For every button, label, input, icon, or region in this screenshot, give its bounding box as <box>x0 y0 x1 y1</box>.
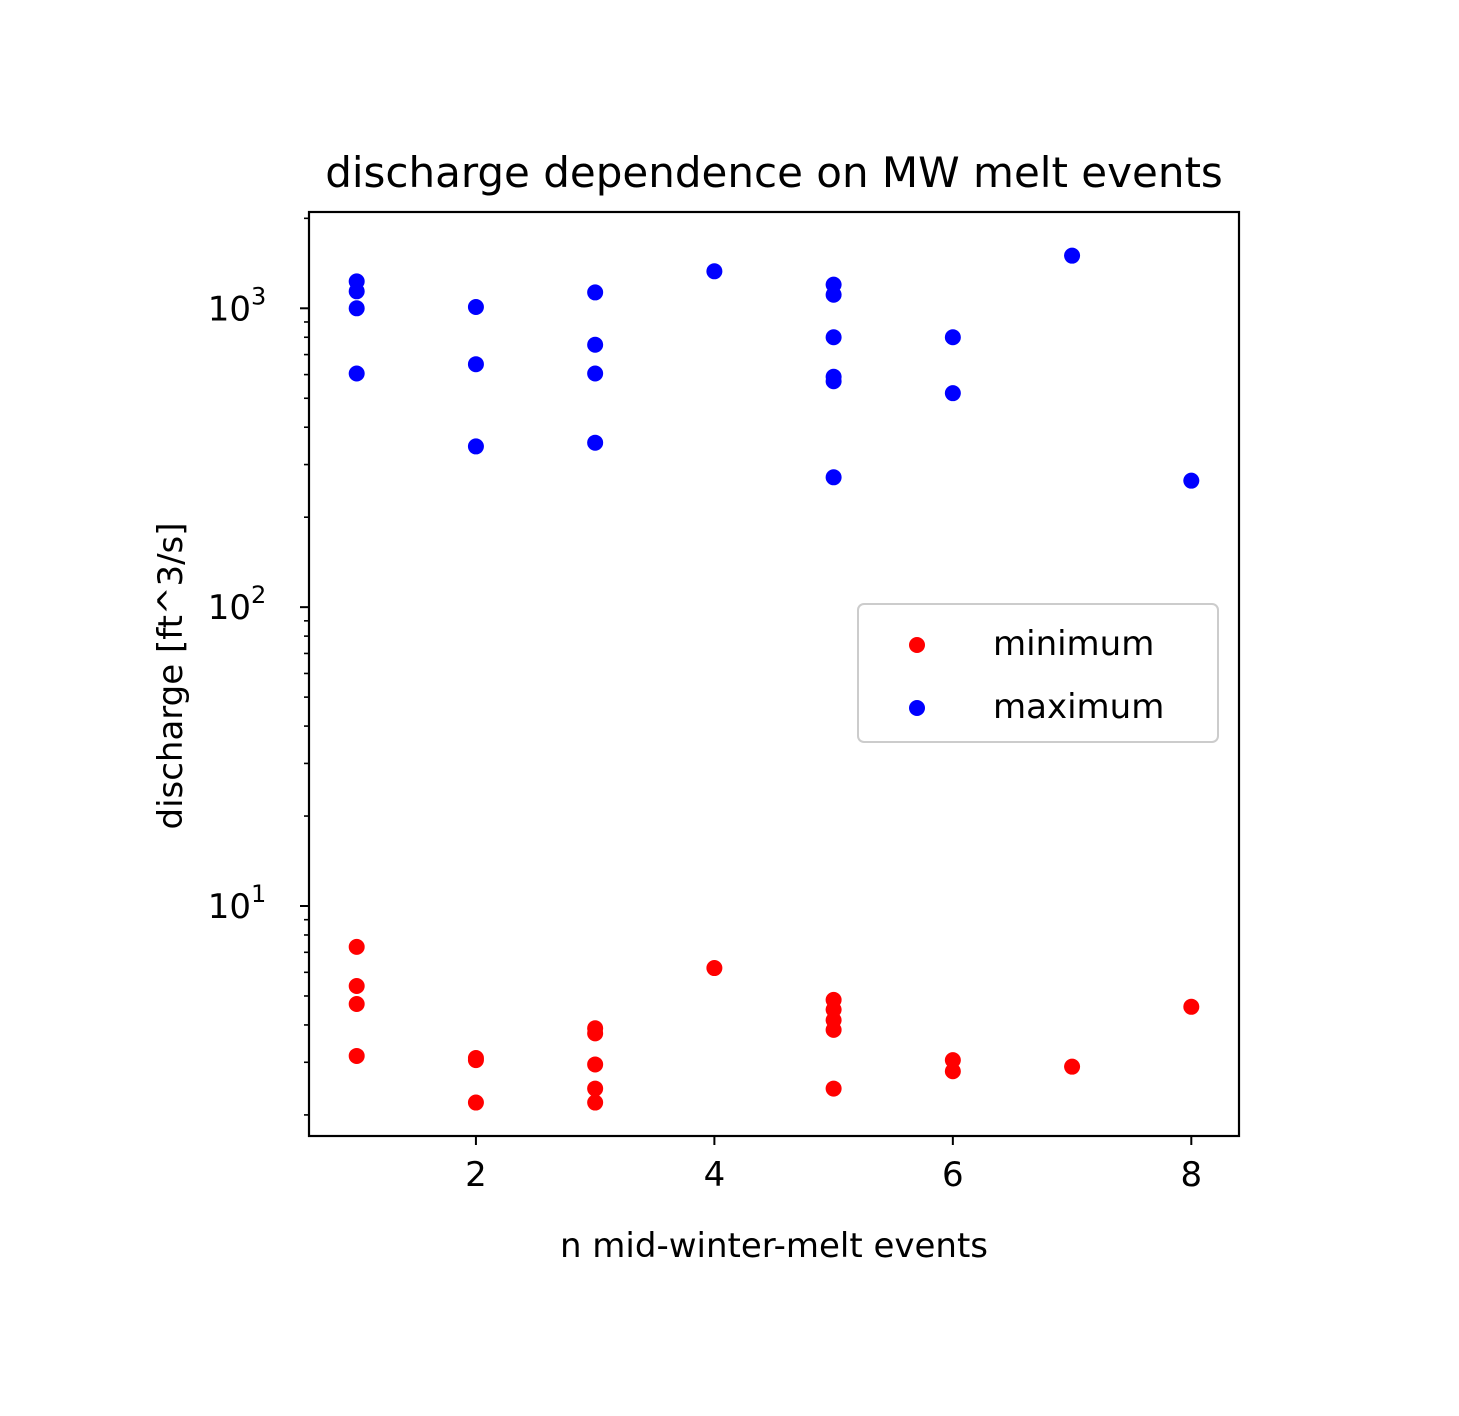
point-maximum <box>825 469 842 486</box>
point-minimum <box>467 1094 484 1111</box>
y-tick-label: 101 <box>208 880 267 927</box>
point-maximum <box>467 299 484 316</box>
data-points <box>348 247 1200 1111</box>
point-maximum <box>587 365 604 382</box>
point-maximum <box>706 263 723 280</box>
legend: minimum maximum <box>857 603 1219 743</box>
point-maximum <box>587 434 604 451</box>
point-minimum <box>825 1021 842 1038</box>
legend-label-minimum: minimum <box>993 624 1154 664</box>
point-maximum <box>944 385 961 402</box>
x-tick-label: 2 <box>465 1155 487 1195</box>
point-minimum <box>1183 998 1200 1015</box>
y-tick-label: 103 <box>208 282 267 329</box>
point-minimum <box>825 1080 842 1097</box>
legend-label-maximum: maximum <box>993 687 1164 727</box>
point-maximum <box>944 329 961 346</box>
point-minimum <box>587 1094 604 1111</box>
point-maximum <box>348 283 365 300</box>
plot-area-frame <box>307 210 1241 1138</box>
point-maximum <box>348 300 365 317</box>
point-minimum <box>587 1025 604 1042</box>
point-minimum <box>467 1052 484 1069</box>
point-maximum <box>587 284 604 301</box>
point-minimum <box>706 960 723 977</box>
x-tick-label: 6 <box>942 1155 964 1195</box>
legend-frame <box>857 603 1219 743</box>
point-minimum <box>587 1056 604 1073</box>
point-minimum <box>944 1063 961 1080</box>
point-minimum <box>1064 1058 1081 1075</box>
point-minimum <box>348 996 365 1013</box>
point-maximum <box>467 356 484 373</box>
x-tick-label: 4 <box>704 1155 726 1195</box>
legend-marker-maximum <box>909 700 925 716</box>
point-maximum <box>348 365 365 382</box>
point-minimum <box>348 938 365 955</box>
point-maximum <box>1183 472 1200 489</box>
point-maximum <box>587 336 604 353</box>
point-minimum <box>944 1052 961 1069</box>
x-axis-label: n mid-winter-melt events <box>560 1226 988 1266</box>
point-maximum <box>825 373 842 390</box>
point-minimum <box>587 1080 604 1097</box>
point-minimum <box>348 1047 365 1064</box>
axis-ticks: 2 4 6 8 101 102 103 <box>208 217 1202 1195</box>
point-maximum <box>1064 247 1081 264</box>
x-tick-label: 8 <box>1180 1155 1202 1195</box>
point-maximum <box>825 286 842 303</box>
y-axis-label: discharge [ft^3/s] <box>151 522 191 829</box>
point-maximum <box>825 329 842 346</box>
chart-title: discharge dependence on MW melt events <box>325 148 1223 197</box>
point-minimum <box>348 977 365 994</box>
y-tick-label: 102 <box>208 581 267 628</box>
legend-marker-minimum <box>909 637 925 653</box>
point-maximum <box>467 438 484 455</box>
